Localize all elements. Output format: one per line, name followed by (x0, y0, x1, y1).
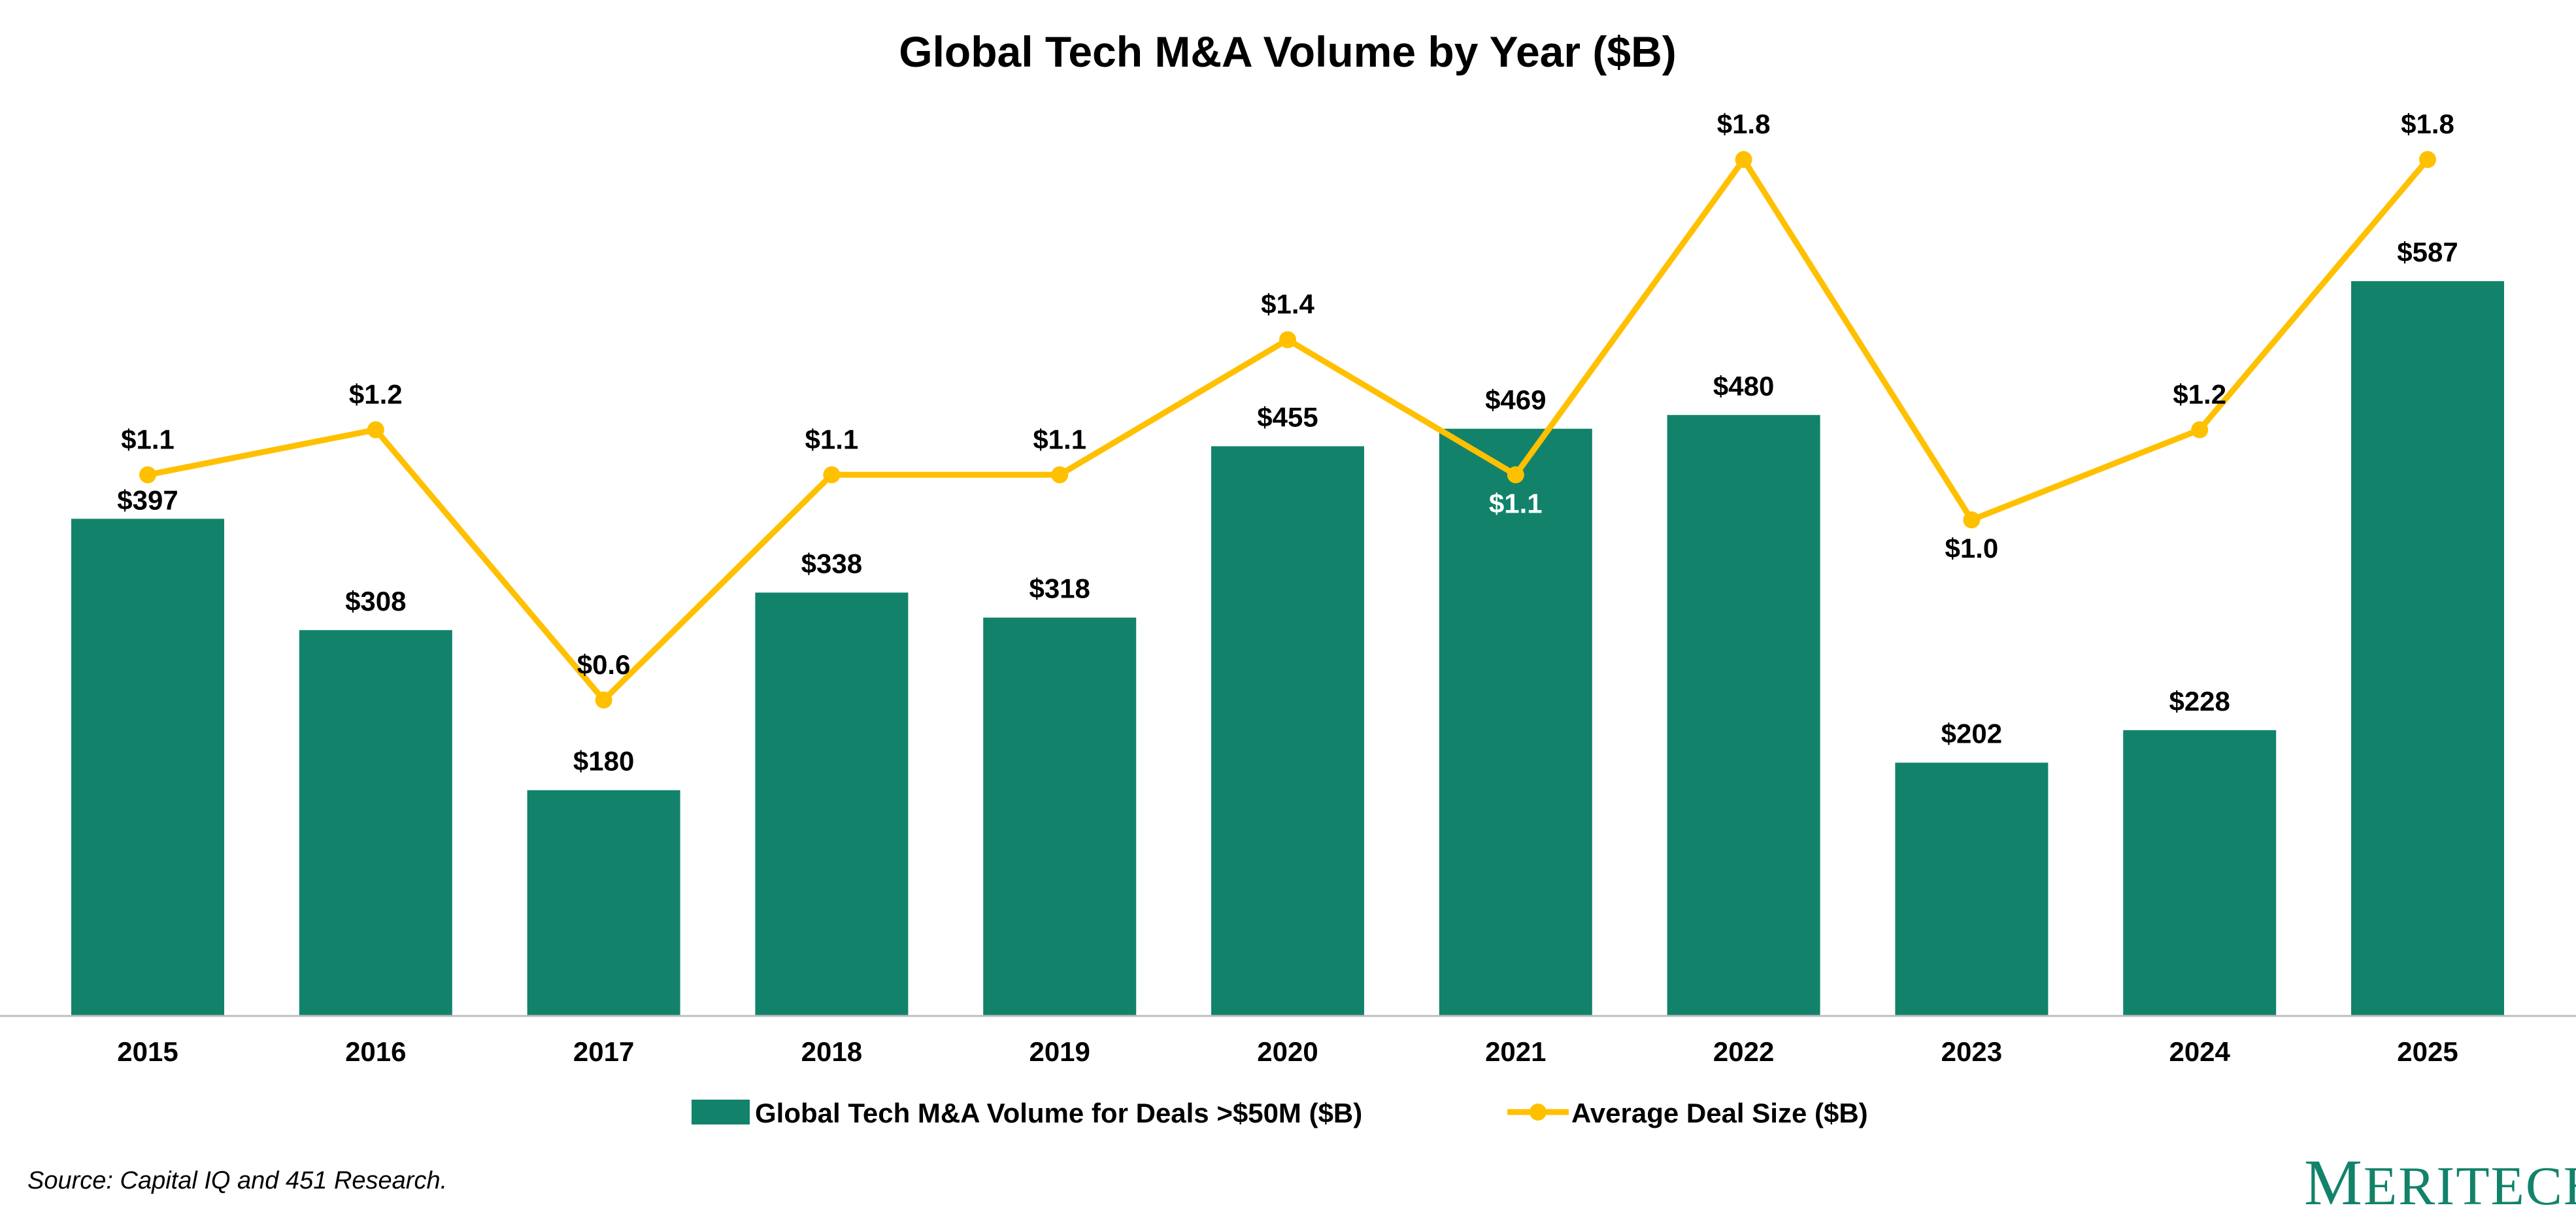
line-label-2015: $1.1 (121, 424, 175, 454)
meritech-logo: MERITECH (2304, 1146, 2576, 1216)
line-label-2020: $1.4 (1261, 289, 1314, 320)
bar-2016 (299, 630, 452, 1015)
bar-2017 (527, 790, 680, 1015)
bar-2025 (2351, 281, 2504, 1016)
line-label-2023: $1.0 (1945, 533, 1999, 564)
bar-2023 (1895, 762, 2049, 1015)
line-point-2024 (2191, 421, 2209, 439)
chart-title: Global Tech M&A Volume by Year ($B) (899, 27, 1676, 76)
source-note: Source: Capital IQ and 451 Research. (27, 1167, 447, 1194)
bar-label-2024: $228 (2169, 686, 2230, 717)
line-point-2015 (139, 466, 156, 484)
line-point-2022 (1735, 151, 1752, 168)
bar-label-2019: $318 (1029, 573, 1090, 604)
line-label-2024: $1.2 (2173, 379, 2226, 409)
bar-label-2020: $455 (1257, 402, 1318, 433)
line-point-2020 (1279, 331, 1296, 348)
x-tick-2025: 2025 (2397, 1036, 2458, 1067)
bar-label-2023: $202 (1941, 718, 2002, 749)
x-tick-2018: 2018 (801, 1036, 862, 1067)
line-label-2019: $1.1 (1033, 424, 1086, 454)
x-tick-2020: 2020 (1257, 1036, 1318, 1067)
line-point-2019 (1051, 466, 1069, 484)
legend: Global Tech M&A Volume for Deals >$50M (… (692, 1098, 1868, 1128)
x-tick-2015: 2015 (117, 1036, 178, 1067)
legend-swatch-bar (692, 1100, 750, 1124)
line-label-2022: $1.8 (1717, 109, 1771, 139)
bar-2024 (2123, 730, 2277, 1015)
bar-label-2017: $180 (573, 746, 634, 777)
legend-label-bar: Global Tech M&A Volume for Deals >$50M (… (755, 1098, 1362, 1128)
x-tick-2016: 2016 (345, 1036, 406, 1067)
line-label-2018: $1.1 (805, 424, 859, 454)
bar-label-2018: $338 (801, 548, 862, 579)
bar-label-2016: $308 (345, 586, 406, 616)
bar-label-2022: $480 (1713, 371, 1774, 401)
x-tick-2024: 2024 (2169, 1036, 2230, 1067)
bar-label-2021: $469 (1485, 384, 1546, 415)
bar-label-2025: $587 (2397, 237, 2458, 267)
bar-2021 (1439, 428, 1592, 1015)
line-point-2023 (1963, 511, 1981, 529)
line-point-2021 (1507, 466, 1524, 484)
x-tick-2019: 2019 (1029, 1036, 1090, 1067)
line-point-2025 (2419, 151, 2436, 168)
legend-label-line: Average Deal Size ($B) (1571, 1098, 1868, 1128)
line-point-2018 (823, 466, 841, 484)
bar-2019 (983, 617, 1137, 1015)
line-point-2016 (367, 421, 384, 439)
bar-2022 (1667, 414, 1820, 1015)
bar-2020 (1211, 446, 1364, 1015)
bar-label-2015: $397 (117, 485, 178, 516)
x-tick-2017: 2017 (573, 1036, 634, 1067)
line-label-2021: $1.1 (1489, 488, 1543, 518)
legend-marker-line (1530, 1104, 1547, 1121)
line-label-2025: $1.8 (2401, 109, 2454, 139)
line-label-2017: $0.6 (577, 649, 631, 680)
line-point-2017 (595, 691, 612, 709)
line-label-2016: $1.2 (349, 379, 403, 409)
bar-2015 (71, 518, 224, 1015)
bar-2018 (755, 592, 909, 1015)
x-tick-2022: 2022 (1713, 1036, 1774, 1067)
x-tick-2023: 2023 (1941, 1036, 2002, 1067)
x-tick-2021: 2021 (1485, 1036, 1546, 1067)
